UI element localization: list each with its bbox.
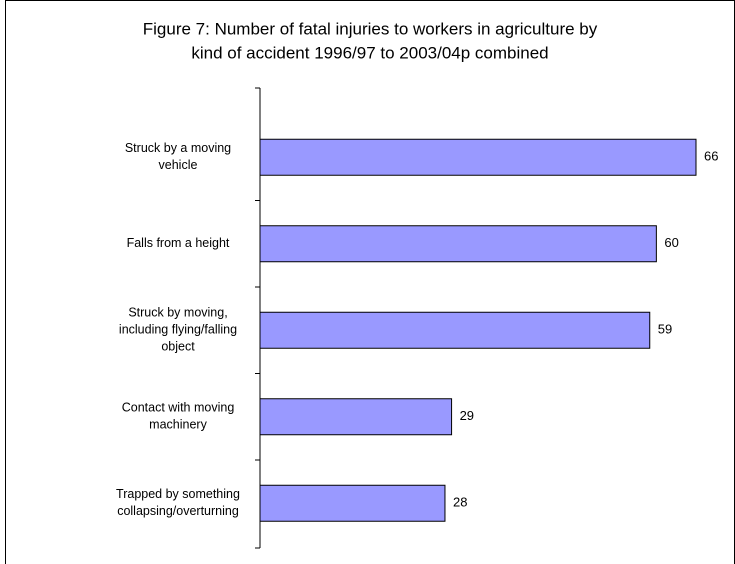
value-label: 28	[453, 495, 467, 510]
category-label: vehicle	[159, 158, 198, 172]
value-label: 66	[704, 149, 718, 164]
category-label: Contact with moving	[122, 401, 235, 415]
chart-title: Figure 7: Number of fatal injuries to wo…	[143, 19, 598, 38]
category-label: Struck by moving,	[128, 306, 227, 320]
frame	[5, 0, 735, 564]
chart-title: kind of accident 1996/97 to 2003/04p com…	[191, 43, 548, 62]
category-label: collapsing/overturning	[117, 504, 239, 518]
bar	[259, 398, 453, 436]
bar	[259, 225, 657, 263]
category-label: Struck by a moving	[125, 141, 231, 155]
value-label: 29	[460, 408, 474, 423]
category-label: machinery	[149, 418, 207, 432]
value-label: 59	[658, 322, 672, 337]
category-label: including flying/falling	[119, 323, 237, 337]
category-label: Trapped by something	[116, 487, 240, 501]
bar	[259, 138, 697, 176]
bar	[259, 311, 651, 349]
category-label: Falls from a height	[127, 236, 230, 250]
category-label: object	[161, 340, 195, 354]
value-label: 60	[664, 235, 678, 250]
bar	[259, 484, 446, 522]
